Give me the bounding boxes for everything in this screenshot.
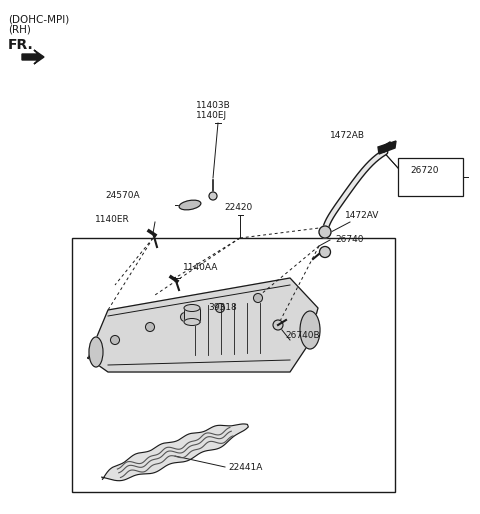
Circle shape xyxy=(320,247,331,258)
Circle shape xyxy=(180,313,190,321)
Text: FR.: FR. xyxy=(8,38,34,52)
Ellipse shape xyxy=(184,304,200,311)
Ellipse shape xyxy=(300,311,320,349)
Text: (RH): (RH) xyxy=(8,24,31,34)
Ellipse shape xyxy=(179,200,201,210)
Text: 1140EJ: 1140EJ xyxy=(196,111,227,120)
Bar xyxy=(72,238,395,492)
Polygon shape xyxy=(184,308,200,322)
Text: (DOHC-MPI): (DOHC-MPI) xyxy=(8,14,69,24)
Text: 1472AB: 1472AB xyxy=(330,131,365,140)
Circle shape xyxy=(319,226,331,238)
Text: 24570A: 24570A xyxy=(105,191,140,200)
Circle shape xyxy=(273,320,283,330)
Text: 1140AA: 1140AA xyxy=(183,263,218,272)
Polygon shape xyxy=(378,141,396,154)
Text: 26720: 26720 xyxy=(410,166,439,175)
Bar xyxy=(398,158,463,196)
Polygon shape xyxy=(102,424,248,481)
Text: 22420: 22420 xyxy=(224,203,252,212)
Text: 39318: 39318 xyxy=(208,303,237,312)
Circle shape xyxy=(216,303,225,313)
Text: 1472AV: 1472AV xyxy=(345,211,379,220)
Ellipse shape xyxy=(89,337,103,367)
Circle shape xyxy=(209,192,217,200)
Text: 11403B: 11403B xyxy=(196,101,231,110)
Text: 22441A: 22441A xyxy=(228,463,263,472)
Text: 1140ER: 1140ER xyxy=(95,215,130,224)
Text: 26740: 26740 xyxy=(335,235,363,244)
Circle shape xyxy=(110,336,120,344)
Circle shape xyxy=(145,322,155,332)
Polygon shape xyxy=(88,278,318,372)
Circle shape xyxy=(253,293,263,303)
Polygon shape xyxy=(22,50,44,64)
Ellipse shape xyxy=(184,319,200,325)
Text: 26740B: 26740B xyxy=(285,331,320,340)
